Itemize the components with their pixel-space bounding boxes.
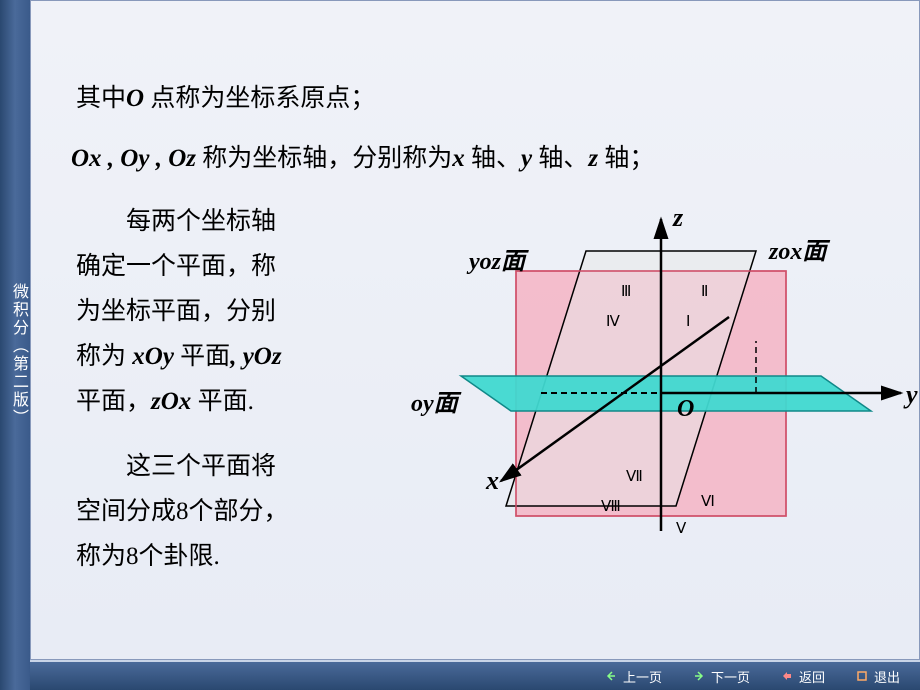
line1: 其中O 点称为坐标系原点； [76, 76, 375, 121]
exit-label: 退出 [874, 667, 900, 686]
line1-prefix: 其中 [76, 85, 126, 112]
line2-z: z [588, 145, 598, 172]
octant-6: Ⅵ [701, 494, 715, 510]
next-icon [692, 669, 706, 683]
yoz-label: yoz面 [466, 249, 529, 275]
para2-l5-suffix: 平面. [198, 388, 254, 415]
next-button[interactable]: 下一页 [692, 667, 750, 686]
octant-7: Ⅶ [626, 469, 643, 485]
line2-y: y [521, 145, 532, 172]
para2-l2: 确定一个平面，称 [76, 244, 276, 289]
para2-l4: 称为 xOy 平面, yOz [76, 334, 282, 379]
para2-zox: zOx [151, 388, 198, 415]
para2-l5: 平面，zOx 平面. [76, 379, 254, 424]
octant-2: Ⅱ [701, 284, 708, 300]
prev-icon [604, 669, 618, 683]
xoy-label: xoy面 [411, 391, 462, 417]
sidebar: 微积分（第二版） [0, 0, 30, 690]
o-label: O [677, 396, 694, 422]
para3-l3: 称为8个卦限. [76, 534, 220, 579]
sidebar-title: 微积分（第二版） [10, 283, 27, 427]
line1-var-O: O [126, 85, 144, 112]
zox-label: zox面 [768, 239, 830, 265]
para2-l4-prefix: 称为 [76, 343, 126, 370]
line2-x-suf: 轴、 [465, 145, 521, 172]
line2-vars: Ox , Oy , Oz [71, 145, 196, 172]
prev-button[interactable]: 上一页 [604, 667, 662, 686]
octant-1: Ⅰ [686, 314, 690, 330]
line2-mid: 称为坐标轴，分别称为 [196, 145, 452, 172]
back-label: 返回 [799, 667, 825, 686]
slide-content: 其中O 点称为坐标系原点； Ox , Oy , Oz 称为坐标轴，分别称为x 轴… [30, 0, 920, 660]
x-label: x [485, 466, 499, 495]
line1-suffix: 点称为坐标系原点； [144, 85, 375, 112]
diagram-svg: z y x O yoz面 zox面 xoy面 Ⅰ Ⅱ Ⅲ Ⅳ Ⅴ Ⅵ Ⅶ Ⅷ [411, 201, 920, 551]
octant-8: Ⅷ [601, 499, 621, 515]
para2-l3: 为坐标平面，分别 [76, 289, 276, 334]
line2: Ox , Oy , Oz 称为坐标轴，分别称为x 轴、y 轴、z 轴； [71, 136, 654, 181]
line2-x: x [452, 145, 465, 172]
para2-yoz: yOz [236, 343, 281, 370]
exit-icon [855, 669, 869, 683]
line2-z-suf: 轴； [598, 145, 654, 172]
prev-label: 上一页 [623, 667, 662, 686]
para2-l4-mid: 平面 [180, 343, 230, 370]
octant-5: Ⅴ [676, 521, 687, 537]
exit-button[interactable]: 退出 [855, 667, 900, 686]
back-button[interactable]: 返回 [780, 667, 825, 686]
z-label: z [672, 203, 684, 232]
back-icon [780, 669, 794, 683]
coordinate-diagram: z y x O yoz面 zox面 xoy面 Ⅰ Ⅱ Ⅲ Ⅳ Ⅴ Ⅵ Ⅶ Ⅷ [411, 201, 920, 551]
footer-nav: 上一页 下一页 返回 退出 [30, 662, 920, 690]
octant-3: Ⅲ [621, 284, 631, 300]
line2-y-suf: 轴、 [532, 145, 588, 172]
para3-l1: 这三个平面将 [126, 444, 276, 489]
para2-l1: 每两个坐标轴 [126, 199, 276, 244]
next-label: 下一页 [711, 667, 750, 686]
para2-xoy: xOy [126, 343, 180, 370]
para2-l5-prefix: 平面， [76, 388, 151, 415]
para3-l2: 空间分成8个部分， [76, 489, 289, 534]
octant-4: Ⅳ [606, 314, 620, 330]
y-label: y [903, 380, 918, 409]
